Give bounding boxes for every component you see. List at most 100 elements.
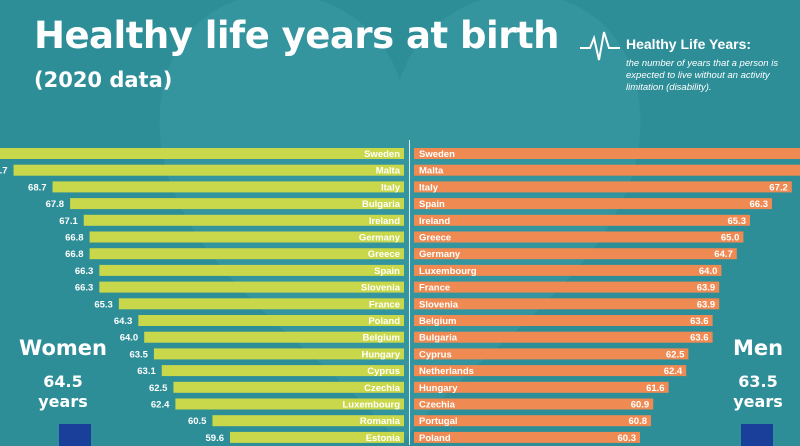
- women-country-label: Greece: [368, 249, 400, 260]
- women-bar-value-label: 66.3: [75, 283, 94, 294]
- women-bar-value-label: 66.3: [75, 266, 94, 277]
- women-bar-value-label: 65.3: [94, 299, 113, 310]
- men-country-label: Netherlands: [419, 366, 474, 377]
- men-bar-value-label: 64.0: [699, 266, 718, 277]
- men-bar-value-label: 60.3: [618, 433, 637, 444]
- women-bar-value-label: 62.4: [151, 400, 170, 411]
- men-bar: [414, 348, 689, 360]
- men-country-label: France: [419, 283, 450, 294]
- women-country-label: Malta: [376, 166, 401, 177]
- women-bar-value-label: 66.8: [65, 249, 84, 260]
- men-bar: [414, 248, 737, 260]
- women-country-label: Spain: [374, 266, 400, 277]
- men-bar: [414, 281, 720, 293]
- men-bar: [414, 198, 772, 210]
- women-bar: [52, 181, 405, 193]
- heartbeat-line-icon: [580, 31, 620, 61]
- men-country-label: Czechia: [419, 400, 456, 411]
- men-bar-value-label: 60.9: [631, 400, 650, 411]
- eu-flag-icon: [59, 424, 91, 446]
- women-country-label: Germany: [359, 233, 401, 244]
- men-country-label: Ireland: [419, 216, 450, 227]
- women-country-label: Slovenia: [361, 283, 401, 294]
- women-country-label: Estonia: [366, 433, 401, 444]
- men-bar: [414, 398, 654, 410]
- men-bar: [414, 381, 669, 393]
- men-country-label: Sweden: [419, 149, 455, 160]
- women-bar-value-label: 62.5: [149, 383, 168, 394]
- women-bar: [89, 248, 404, 260]
- women-country-label: Poland: [368, 316, 400, 327]
- men-bar-value-label: 65.3: [728, 216, 747, 227]
- women-country-label: Belgium: [363, 333, 400, 344]
- men-bar-value-label: 61.6: [646, 383, 665, 394]
- women-bar: [13, 164, 405, 176]
- women-bar-value-label: 64.3: [114, 316, 133, 327]
- men-bar: [414, 331, 713, 343]
- men-bar: [414, 214, 750, 226]
- women-country-label: Ireland: [369, 216, 400, 227]
- men-country-label: Spain: [419, 199, 445, 210]
- women-country-label: Luxembourg: [342, 400, 400, 411]
- women-bar: [99, 264, 404, 276]
- women-country-label: Bulgaria: [362, 199, 401, 210]
- men-country-label: Malta: [419, 166, 444, 177]
- women-bar: [161, 365, 404, 377]
- women-value: 64.5: [43, 372, 83, 391]
- women-bar-value-label: 64.0: [120, 333, 139, 344]
- women-country-label: Romania: [360, 416, 401, 427]
- men-bar-value-label: 67.2: [769, 182, 788, 193]
- men-country-label: Bulgaria: [419, 333, 458, 344]
- men-bar-value-label: 63.9: [697, 283, 716, 294]
- women-bar-value-label: 63.1: [137, 366, 156, 377]
- page-title: Healthy life years at birth: [34, 14, 560, 57]
- definition-title: Healthy Life Years:: [626, 36, 752, 52]
- women-bar: [118, 298, 404, 310]
- men-bar: [414, 315, 713, 326]
- women-bar-value-label: 70.7: [0, 166, 8, 177]
- women-country-label: Sweden: [364, 149, 400, 160]
- women-bar-value-label: 66.8: [65, 233, 84, 244]
- women-country-label: Italy: [381, 182, 401, 193]
- men-bar-value-label: 60.8: [629, 416, 648, 427]
- women-bar: [230, 431, 404, 443]
- men-bar: [414, 264, 722, 276]
- men-bar-value-label: 66.3: [750, 199, 769, 210]
- men-country-label: Poland: [419, 433, 451, 444]
- men-summary: Men 63.5 years: [713, 336, 800, 412]
- men-bar-value-label: 65.0: [721, 233, 740, 244]
- men-country-label: Portugal: [419, 416, 458, 427]
- definition-text: the number of years that a person is exp…: [626, 58, 779, 93]
- men-bar-value-label: 64.7: [714, 249, 733, 260]
- men-bar: [414, 415, 651, 427]
- page-subtitle: (2020 data): [34, 68, 173, 92]
- women-bar: [175, 398, 404, 410]
- men-unit: years: [733, 392, 783, 411]
- women-bar-value-label: 63.5: [129, 349, 148, 360]
- women-bar: [0, 148, 405, 159]
- women-bar-value-label: 59.6: [206, 433, 225, 444]
- women-bar-value-label: 67.1: [59, 216, 78, 227]
- women-country-label: Czechia: [364, 383, 401, 394]
- women-unit: years: [38, 392, 88, 411]
- women-country-label: France: [369, 299, 400, 310]
- men-country-label: Italy: [419, 182, 439, 193]
- men-bar: [414, 181, 792, 193]
- men-bar-value-label: 63.6: [690, 333, 709, 344]
- men-bar: [414, 298, 720, 310]
- women-summary: Women 64.5 years: [18, 336, 108, 412]
- men-country-label: Greece: [419, 233, 451, 244]
- women-bar: [70, 198, 404, 210]
- women-bar: [173, 381, 404, 393]
- men-country-label: Cyprus: [419, 349, 452, 360]
- men-bar-value-label: 63.9: [697, 299, 716, 310]
- women-bar: [212, 415, 404, 427]
- women-bar-value-label: 60.5: [188, 416, 207, 427]
- women-label: Women: [19, 336, 107, 360]
- men-bar-value-label: 62.5: [666, 349, 685, 360]
- women-bar-value-label: 67.8: [46, 199, 65, 210]
- women-bar: [99, 281, 404, 293]
- eu-flag-icon: [741, 424, 773, 446]
- women-bar: [153, 348, 404, 360]
